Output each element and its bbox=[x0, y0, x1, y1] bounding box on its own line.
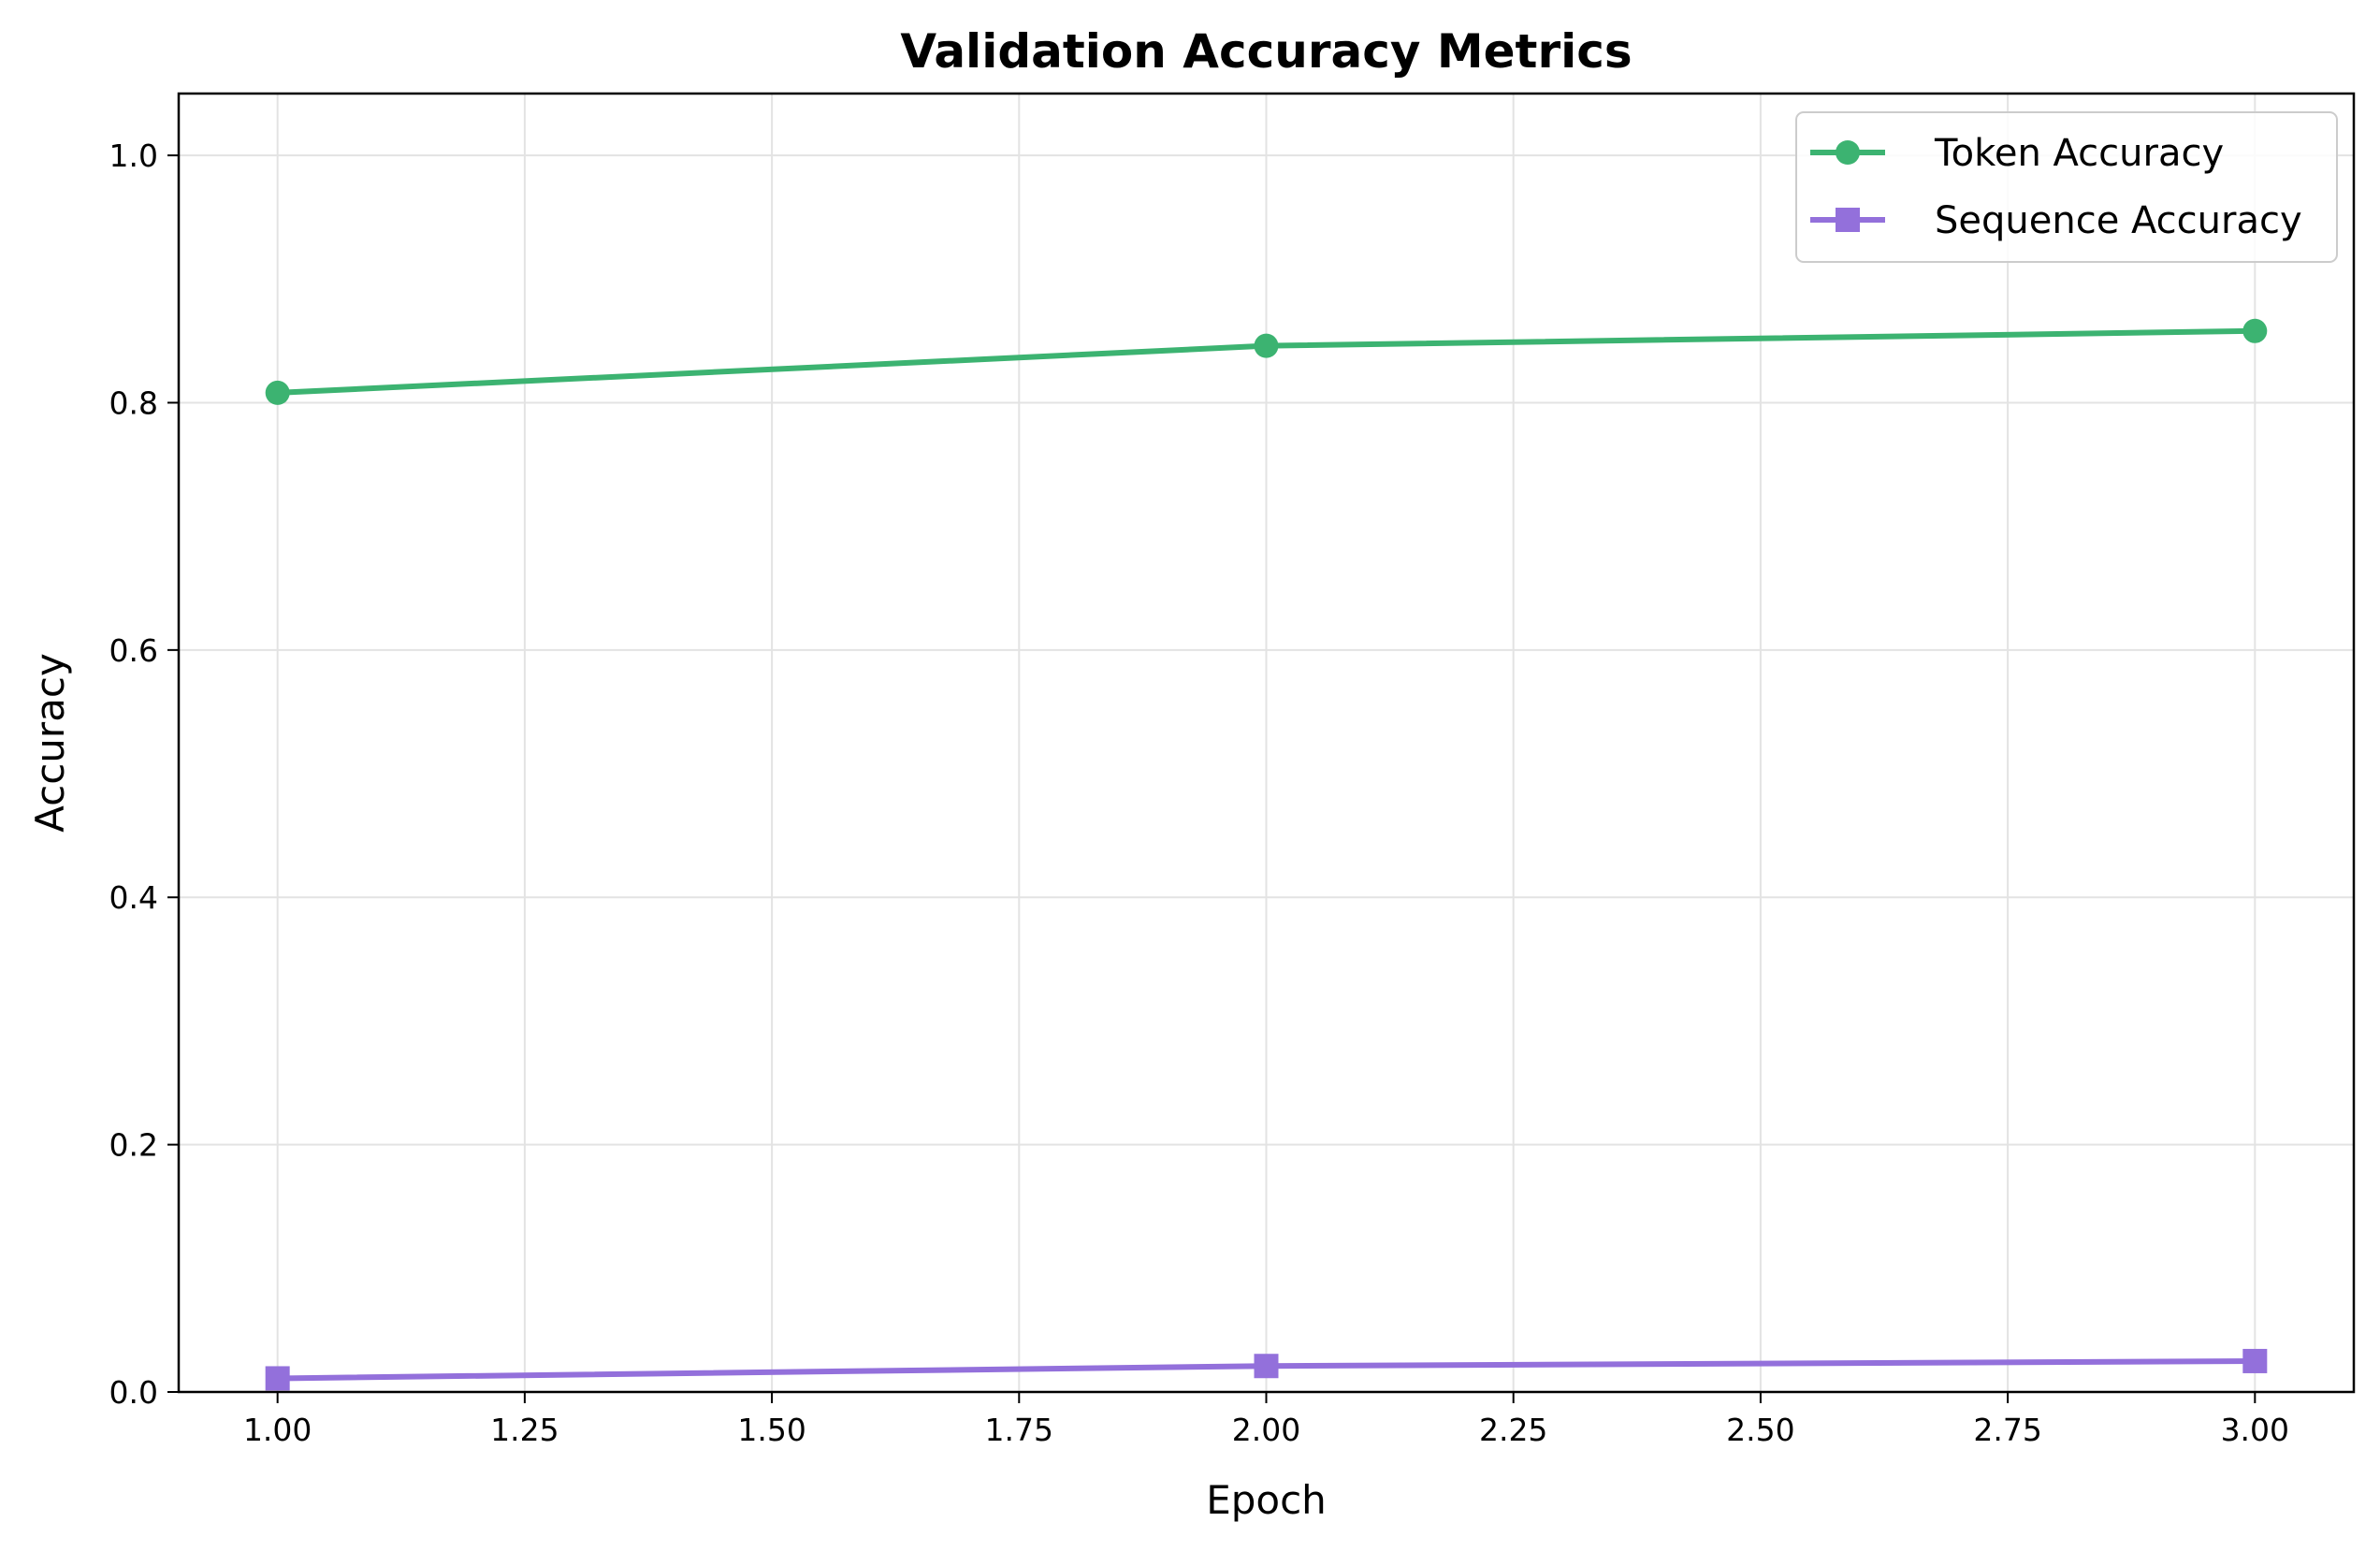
token-accuracy-legend-marker bbox=[1836, 140, 1860, 165]
y-tick-label: 0.8 bbox=[109, 384, 158, 421]
chart-title: Validation Accuracy Metrics bbox=[900, 24, 1632, 79]
x-tick-label: 1.50 bbox=[737, 1412, 805, 1448]
token-accuracy-point bbox=[1254, 333, 1279, 358]
x-tick-label: 2.25 bbox=[1479, 1412, 1547, 1448]
y-tick-label: 0.0 bbox=[109, 1374, 158, 1411]
sequence-accuracy-point bbox=[265, 1366, 290, 1391]
x-tick-label: 2.50 bbox=[1726, 1412, 1794, 1448]
token-accuracy-point bbox=[2242, 318, 2268, 343]
sequence-accuracy-legend-marker bbox=[1836, 208, 1860, 232]
y-tick-label: 1.0 bbox=[109, 138, 158, 174]
x-tick-label: 1.75 bbox=[985, 1412, 1053, 1448]
series-group bbox=[265, 318, 2268, 1391]
token-accuracy-point bbox=[265, 380, 290, 405]
legend-box bbox=[1795, 111, 2338, 263]
sequence-accuracy-legend-label: Sequence Accuracy bbox=[1935, 199, 2302, 242]
x-tick-label: 1.25 bbox=[490, 1412, 559, 1448]
x-tick-label: 3.00 bbox=[2221, 1412, 2289, 1448]
x-tick-label: 2.00 bbox=[1232, 1412, 1300, 1448]
x-axis-title: Epoch bbox=[1206, 1477, 1327, 1523]
sequence-accuracy-point bbox=[1254, 1354, 1279, 1379]
y-tick-label: 0.4 bbox=[109, 879, 158, 916]
axis-ticks: 1.00 1.25 1.50 1.75 2.00 2.25 2.50 2.75 3.00 0.0 0… bbox=[109, 138, 2290, 1448]
token-accuracy-legend-label: Token Accuracy bbox=[1934, 132, 2224, 175]
y-tick-label: 0.2 bbox=[109, 1127, 158, 1164]
sequence-accuracy-point bbox=[2242, 1348, 2268, 1373]
x-tick-label: 2.75 bbox=[1973, 1412, 2041, 1448]
legend: Token Accuracy Sequence Accuracy bbox=[1795, 111, 2338, 263]
x-tick-label: 1.00 bbox=[243, 1412, 312, 1448]
y-tick-label: 0.6 bbox=[109, 632, 158, 669]
y-axis-title: Accuracy bbox=[27, 653, 73, 833]
